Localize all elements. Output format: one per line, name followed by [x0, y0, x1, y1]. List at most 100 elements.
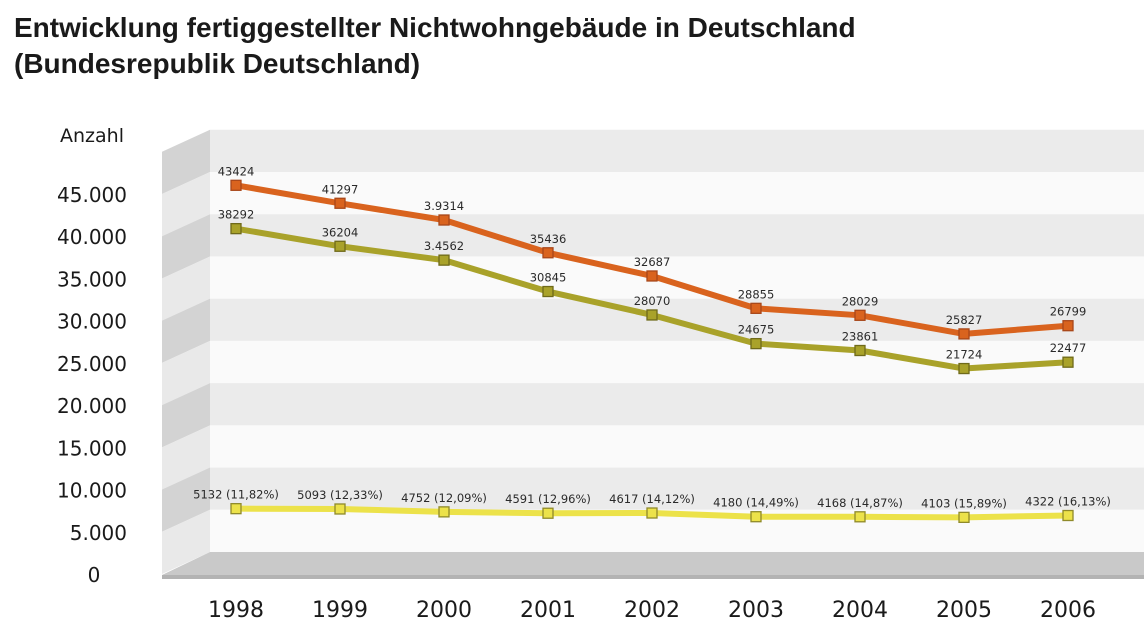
chart-subtitle: (Bundesrepublik Deutschland) — [14, 48, 421, 79]
data-label: 35436 — [530, 232, 567, 246]
data-point — [334, 197, 346, 209]
data-point — [958, 328, 970, 340]
data-point — [230, 222, 242, 235]
chart-title-block: Entwicklung fertiggestellter Nichtwohnge… — [14, 10, 856, 82]
x-axis-ticks: 1998 1999 2000 2001 2002 2003 2004 2005 2006 — [208, 598, 1096, 623]
data-label: 4103 (15,89%) — [921, 496, 1007, 510]
data-label: 3.4562 — [424, 239, 464, 253]
series-3: 5132 (11,82%) 5093 (12,33%) 4752 (12,09%) 4… — [193, 488, 1111, 524]
data-label: 4617 (14,12%) — [609, 492, 695, 506]
data-point — [542, 247, 554, 259]
data-label: 41297 — [322, 182, 359, 196]
y-axis-label: Anzahl — [60, 125, 124, 147]
data-label: 43424 — [218, 164, 255, 178]
data-label: 5132 (11,82%) — [193, 488, 279, 502]
side-wall-band — [162, 467, 210, 532]
side-wall-band — [162, 425, 210, 490]
data-label: 28855 — [738, 287, 775, 301]
x-tick-label: 2002 — [624, 598, 680, 623]
y-tick-label: 10.000 — [57, 479, 127, 503]
data-point — [1062, 356, 1074, 368]
x-tick-label: 2001 — [520, 598, 576, 623]
data-point — [854, 344, 866, 357]
y-tick-label: 5.000 — [70, 521, 127, 545]
side-wall-band — [162, 298, 210, 363]
data-label: 21724 — [946, 348, 983, 362]
data-point — [438, 254, 450, 266]
plot-background — [162, 129, 1144, 579]
y-tick-label: 35.000 — [57, 267, 127, 291]
data-label: 28070 — [634, 294, 671, 308]
side-wall-band — [162, 214, 210, 279]
y-axis-ticks: 0 5.000 10.000 15.000 20.000 25.000 30.000 35.0… — [57, 183, 127, 587]
data-label: 25827 — [946, 313, 983, 327]
y-tick-label: 25.000 — [57, 352, 127, 376]
data-point — [334, 240, 346, 252]
y-tick-label: 0 — [88, 563, 101, 587]
data-label: 22477 — [1050, 341, 1087, 355]
x-tick-label: 2004 — [832, 598, 888, 623]
y-tick-label: 30.000 — [57, 310, 127, 334]
data-point — [1062, 320, 1074, 332]
x-tick-label: 1998 — [208, 598, 264, 623]
grid-band — [210, 129, 1144, 172]
series-2: 38292 36204 3.4562 30845 28070 24675 23861 2172… — [218, 208, 1087, 375]
data-label: 4168 (14,87%) — [817, 496, 903, 510]
side-wall-band — [162, 340, 210, 406]
data-point — [542, 507, 554, 519]
data-point — [750, 302, 762, 314]
data-label: 23861 — [842, 330, 879, 344]
data-label: 3.9314 — [424, 199, 464, 213]
data-point — [230, 503, 242, 515]
data-point — [542, 285, 554, 298]
data-label: 30845 — [530, 271, 567, 285]
data-label: 28029 — [842, 294, 879, 308]
chart-title: Entwicklung fertiggestellter Nichtwohnge… — [14, 12, 856, 43]
grid-band — [210, 256, 1144, 299]
x-tick-label: 2003 — [728, 598, 784, 623]
y-tick-label: 20.000 — [57, 394, 127, 418]
side-wall-band — [162, 383, 210, 448]
data-label: 32687 — [634, 255, 671, 269]
data-label: 4591 (12,96%) — [505, 492, 591, 506]
side-wall-band — [162, 129, 210, 194]
chart-floor — [162, 552, 1144, 575]
grid-band — [210, 340, 1144, 384]
grid-band — [210, 425, 1144, 468]
data-label: 38292 — [218, 208, 255, 222]
data-label: 5093 (12,33%) — [297, 488, 383, 502]
grid-band — [210, 467, 1144, 510]
side-wall-band — [162, 509, 210, 574]
y-tick-label: 45.000 — [57, 183, 127, 207]
data-point — [750, 511, 762, 523]
side-wall-band — [162, 172, 210, 237]
data-point — [646, 270, 658, 282]
data-point — [438, 214, 450, 226]
series-1: 43424 41297 3.9314 35436 32687 28855 28029 2582… — [218, 164, 1087, 340]
side-wall-band — [162, 256, 210, 321]
data-point — [958, 362, 970, 375]
data-point — [646, 507, 658, 519]
chart-floor-edge — [162, 575, 1144, 579]
data-label: 4180 (14,49%) — [713, 496, 799, 510]
data-label: 36204 — [322, 225, 359, 239]
x-tick-label: 2000 — [416, 598, 472, 623]
data-point — [334, 503, 346, 515]
x-tick-label: 2006 — [1040, 598, 1096, 623]
series-group: 43424 41297 3.9314 35436 32687 28855 28029 2582… — [193, 164, 1111, 524]
data-label: 26799 — [1050, 305, 1087, 319]
data-label: 24675 — [738, 323, 775, 337]
data-point — [854, 309, 866, 321]
y-tick-label: 40.000 — [57, 225, 127, 249]
data-label: 4322 (16,13%) — [1025, 495, 1111, 509]
data-point — [958, 511, 970, 524]
x-tick-label: 2005 — [936, 598, 992, 623]
data-point — [854, 511, 866, 523]
data-label: 4752 (12,09%) — [401, 491, 487, 505]
data-point — [438, 506, 450, 518]
data-point — [750, 337, 762, 350]
x-tick-label: 1999 — [312, 598, 368, 623]
data-point — [1062, 509, 1074, 522]
data-point — [230, 179, 242, 191]
